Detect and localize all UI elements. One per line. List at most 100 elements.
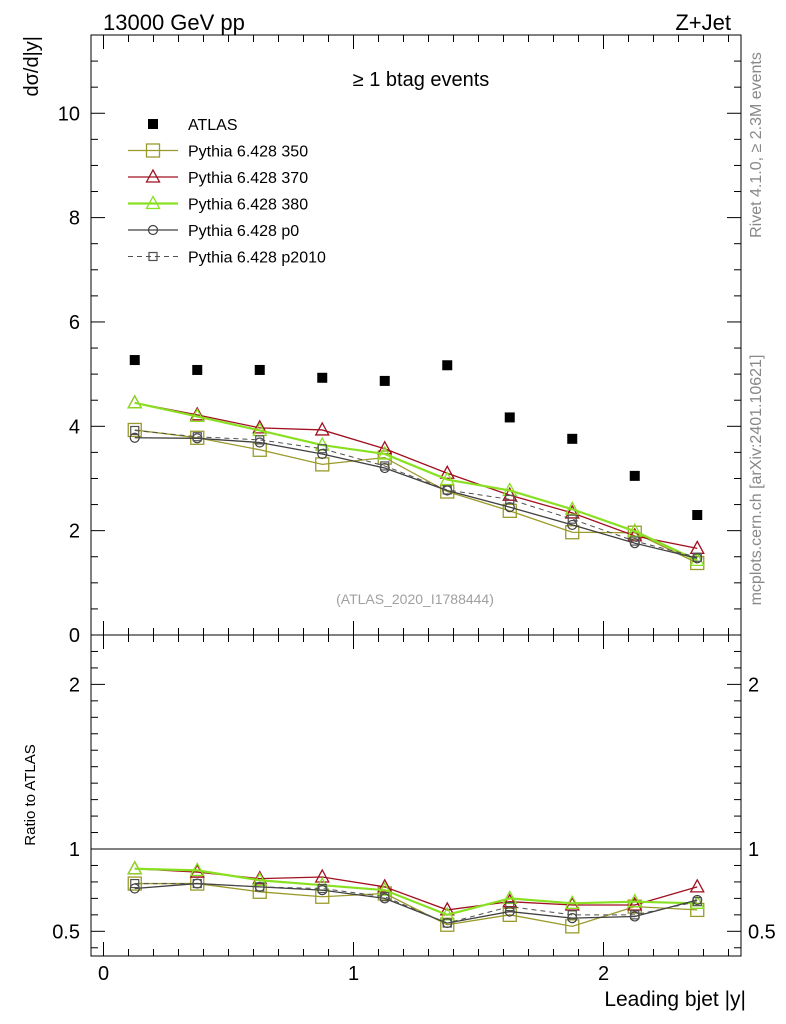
main-panel-series xyxy=(127,355,705,571)
ratio-line-pythia-6-428-350 xyxy=(134,882,698,928)
data-point-pythia-6-428-380 xyxy=(689,552,705,567)
data-point-pythia-6-428-380 xyxy=(627,522,643,537)
ratio-point-pythia-6-428-p2010 xyxy=(255,882,265,892)
data-point-pythia-6-428-370 xyxy=(564,504,580,519)
data-point-pythia-6-428-380 xyxy=(564,500,580,515)
y-tick-label: 2 xyxy=(69,521,80,543)
ratio-point-pythia-6-428-370 xyxy=(252,870,268,885)
y-tick-label: 0 xyxy=(69,625,80,647)
data-point-atlas xyxy=(629,470,640,481)
ratio-point-pythia-6-428-350 xyxy=(127,876,142,891)
ratio-line-pythia-6-428-p2010 xyxy=(134,883,698,924)
data-point-pythia-6-428-380 xyxy=(439,471,455,486)
x-axis-label: Leading bjet |y| xyxy=(604,988,746,1011)
ratio-point-pythia-6-428-380 xyxy=(627,893,643,908)
y-axis-label: dσ/d|y| xyxy=(21,36,43,97)
y-tick-label: 4 xyxy=(69,416,80,438)
data-point-pythia-6-428-370 xyxy=(127,394,143,409)
legend-label-atlas: ATLAS xyxy=(188,117,238,134)
data-point-pythia-6-428-p0 xyxy=(129,432,140,443)
x-tick-label: 2 xyxy=(598,963,609,985)
ratio-point-pythia-6-428-380 xyxy=(127,860,143,875)
series-line-pythia-6-428-380 xyxy=(134,401,698,562)
data-point-pythia-6-428-p2010 xyxy=(380,461,390,471)
ratio-point-pythia-6-428-p2010 xyxy=(567,910,577,920)
legend-label-pythia-6-428-p2010: Pythia 6.428 p2010 xyxy=(188,250,326,267)
data-point-pythia-6-428-370 xyxy=(439,464,455,479)
ratio-tick-label: 2 xyxy=(69,674,80,696)
legend-label-pythia-6-428-p0: Pythia 6.428 p0 xyxy=(188,223,299,240)
ratio-tick-label-right: 1 xyxy=(748,839,759,861)
ratio-tick-label-right: 0.5 xyxy=(748,921,776,943)
series-line-pythia-6-428-370 xyxy=(134,402,698,550)
data-point-pythia-6-428-350 xyxy=(502,503,517,518)
data-point-pythia-6-428-p0 xyxy=(504,502,515,513)
data-point-pythia-6-428-370 xyxy=(252,419,268,434)
data-point-atlas xyxy=(192,364,203,375)
ratio-panel-series xyxy=(127,860,705,934)
data-point-pythia-6-428-370 xyxy=(502,486,518,501)
y-tick-label: 6 xyxy=(69,312,80,334)
data-point-atlas xyxy=(567,433,578,444)
ratio-point-pythia-6-428-380 xyxy=(502,890,518,905)
ratio-point-pythia-6-428-370 xyxy=(627,896,643,911)
legend-marker-pythia-6-428-p2010 xyxy=(148,251,158,262)
data-point-pythia-6-428-p2010 xyxy=(317,444,327,454)
ratio-line-pythia-6-428-380 xyxy=(134,867,698,917)
ratio-tick-label: 0.5 xyxy=(52,921,80,943)
ratio-point-pythia-6-428-p2010 xyxy=(692,897,702,907)
x-tick-label: 1 xyxy=(348,963,359,985)
ratio-point-pythia-6-428-p2010 xyxy=(130,878,140,889)
ratio-point-pythia-6-428-370 xyxy=(689,878,705,893)
data-point-pythia-6-428-p2010 xyxy=(442,485,452,495)
ratio-point-pythia-6-428-380 xyxy=(377,881,393,896)
data-point-atlas xyxy=(379,375,390,386)
ratio-panel-frame xyxy=(90,634,742,957)
legend-marker-pythia-6-428-380 xyxy=(145,195,161,210)
data-point-pythia-6-428-p2010 xyxy=(130,425,140,436)
data-point-atlas xyxy=(317,372,328,383)
x-tick-label: 0 xyxy=(98,963,109,985)
data-point-pythia-6-428-p2010 xyxy=(630,536,640,546)
header-right: Z+Jet xyxy=(675,10,731,35)
ratio-point-pythia-6-428-380 xyxy=(439,906,455,921)
ratio-point-pythia-6-428-p2010 xyxy=(192,878,202,889)
data-point-pythia-6-428-p0 xyxy=(567,519,578,531)
data-point-pythia-6-428-370 xyxy=(314,421,330,436)
series-line-pythia-6-428-p0 xyxy=(134,437,698,559)
legend-label-pythia-6-428-350: Pythia 6.428 350 xyxy=(188,144,308,161)
data-point-pythia-6-428-350 xyxy=(565,525,580,540)
data-point-atlas xyxy=(442,360,453,371)
ratio-point-pythia-6-428-350 xyxy=(565,919,580,934)
ratio-point-pythia-6-428-p2010 xyxy=(442,918,452,928)
ratio-point-pythia-6-428-350 xyxy=(502,907,517,922)
ratio-tick-label-right: 2 xyxy=(748,674,759,696)
data-point-pythia-6-428-350 xyxy=(690,555,705,571)
ratio-point-pythia-6-428-370 xyxy=(314,868,330,883)
ratio-point-pythia-6-428-p2010 xyxy=(630,910,640,920)
ratio-point-pythia-6-428-p2010 xyxy=(380,892,390,902)
data-point-pythia-6-428-p2010 xyxy=(192,432,202,442)
mcplots-label: mcplots.cern.ch [arXiv:2401.10621] xyxy=(748,355,765,606)
ratio-point-pythia-6-428-380 xyxy=(564,894,580,909)
series-line-pythia-6-428-p2010 xyxy=(134,429,698,558)
y-tick-label: 10 xyxy=(58,103,80,125)
ratio-point-pythia-6-428-370 xyxy=(127,860,143,875)
data-point-pythia-6-428-p2010 xyxy=(255,435,265,445)
data-point-atlas xyxy=(254,364,265,375)
data-point-pythia-6-428-350 xyxy=(127,422,142,438)
axis-ticks xyxy=(91,34,741,956)
header-left: 13000 GeV pp xyxy=(103,10,245,35)
legend-marker-atlas xyxy=(148,119,158,129)
ratio-point-pythia-6-428-p2010 xyxy=(505,902,515,912)
ratio-y-axis-label: Ratio to ATLAS xyxy=(22,744,39,845)
data-point-pythia-6-428-p0 xyxy=(317,448,328,460)
analysis-watermark: (ATLAS_2020_I1788444) xyxy=(336,591,494,607)
y-tick-label: 8 xyxy=(69,208,80,230)
ratio-point-pythia-6-428-350 xyxy=(690,902,705,918)
legend: ATLAS Pythia 6.428 350 Pythia 6.428 370 Pyt… xyxy=(128,117,326,267)
axis-tick-labels: 0 1 2 0 2 4 6 8 10 0.5 0.5 1 1 2 2 xyxy=(52,103,776,985)
legend-label-pythia-6-428-370: Pythia 6.428 370 xyxy=(188,170,308,187)
legend-marker-pythia-6-428-350 xyxy=(145,143,161,158)
